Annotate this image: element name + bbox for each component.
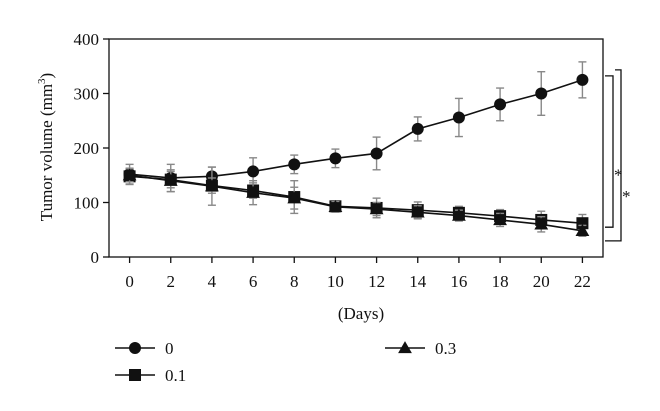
legend-layer: 0 0.1 0.3 — [115, 339, 456, 385]
data-point-circle — [494, 98, 507, 111]
y-tick-label: 400 — [74, 30, 100, 49]
x-tick-label: 10 — [327, 272, 344, 291]
x-tick-label: 2 — [167, 272, 176, 291]
data-point-circle — [370, 147, 383, 160]
data-point-triangle — [575, 223, 590, 237]
data-point-triangle — [493, 213, 507, 226]
y-tick-label: 0 — [91, 248, 100, 267]
significance-star: * — [614, 166, 623, 185]
x-tick-label: 12 — [368, 272, 385, 291]
legend-marker-square — [129, 369, 141, 381]
data-point-triangle — [122, 168, 137, 181]
significance-bracket — [605, 75, 614, 228]
data-point-square — [576, 217, 589, 230]
data-point-triangle — [410, 205, 425, 218]
data-point-circle — [329, 152, 342, 165]
data-point-triangle — [534, 217, 549, 230]
x-tick-label: 16 — [450, 272, 467, 291]
plot-frame — [108, 38, 604, 258]
data-point-triangle — [205, 179, 219, 192]
legend-label: 0.1 — [165, 366, 186, 385]
series-line — [129, 174, 583, 232]
y-axis-label: Tumor volume (mm3) — [36, 73, 56, 221]
series-circle — [123, 61, 589, 193]
legend-item: 0.1 — [115, 366, 186, 385]
series-line — [129, 175, 583, 225]
y-tick-label: 300 — [74, 85, 100, 104]
data-point-circle — [288, 158, 301, 171]
data-point-triangle — [246, 185, 260, 198]
x-tick-label: 20 — [533, 272, 550, 291]
legend-marker-triangle — [398, 341, 412, 354]
data-point-circle — [452, 111, 465, 124]
x-tick-label: 0 — [125, 272, 134, 291]
legend-item: 0.3 — [385, 339, 456, 358]
annotation-layer: ** — [605, 69, 631, 242]
data-point-circle — [535, 87, 548, 100]
series-line — [129, 79, 583, 179]
x-tick-label: 6 — [249, 272, 258, 291]
x-tick-label: 8 — [290, 272, 299, 291]
legend-item: 0 — [115, 339, 174, 358]
data-point-circle — [411, 122, 424, 135]
significance-bracket — [605, 69, 622, 242]
plot-layer — [122, 61, 590, 237]
legend-label: 0 — [165, 339, 174, 358]
series-triangle — [122, 166, 590, 237]
data-point-triangle — [163, 173, 178, 186]
x-tick-label: 18 — [492, 272, 509, 291]
data-point-circle — [247, 165, 260, 178]
y-tick-label: 100 — [74, 194, 100, 213]
legend-marker-circle — [129, 342, 141, 354]
data-point-triangle — [287, 191, 302, 204]
x-tick-label: 4 — [208, 272, 217, 291]
axis-layer: 0 100 200 300 400 0 2 4 6 8 10 12 14 16 18 20 22 — [74, 30, 604, 291]
x-axis-label: (Days) — [338, 304, 384, 323]
significance-star: * — [622, 187, 631, 206]
data-point-circle — [576, 73, 589, 86]
x-tick-label: 14 — [409, 272, 427, 291]
data-point-triangle — [452, 208, 466, 221]
y-tick-label: 200 — [74, 139, 100, 158]
x-tick-label: 22 — [574, 272, 591, 291]
legend-label: 0.3 — [435, 339, 456, 358]
data-point-triangle — [369, 202, 384, 215]
data-point-triangle — [328, 199, 343, 213]
